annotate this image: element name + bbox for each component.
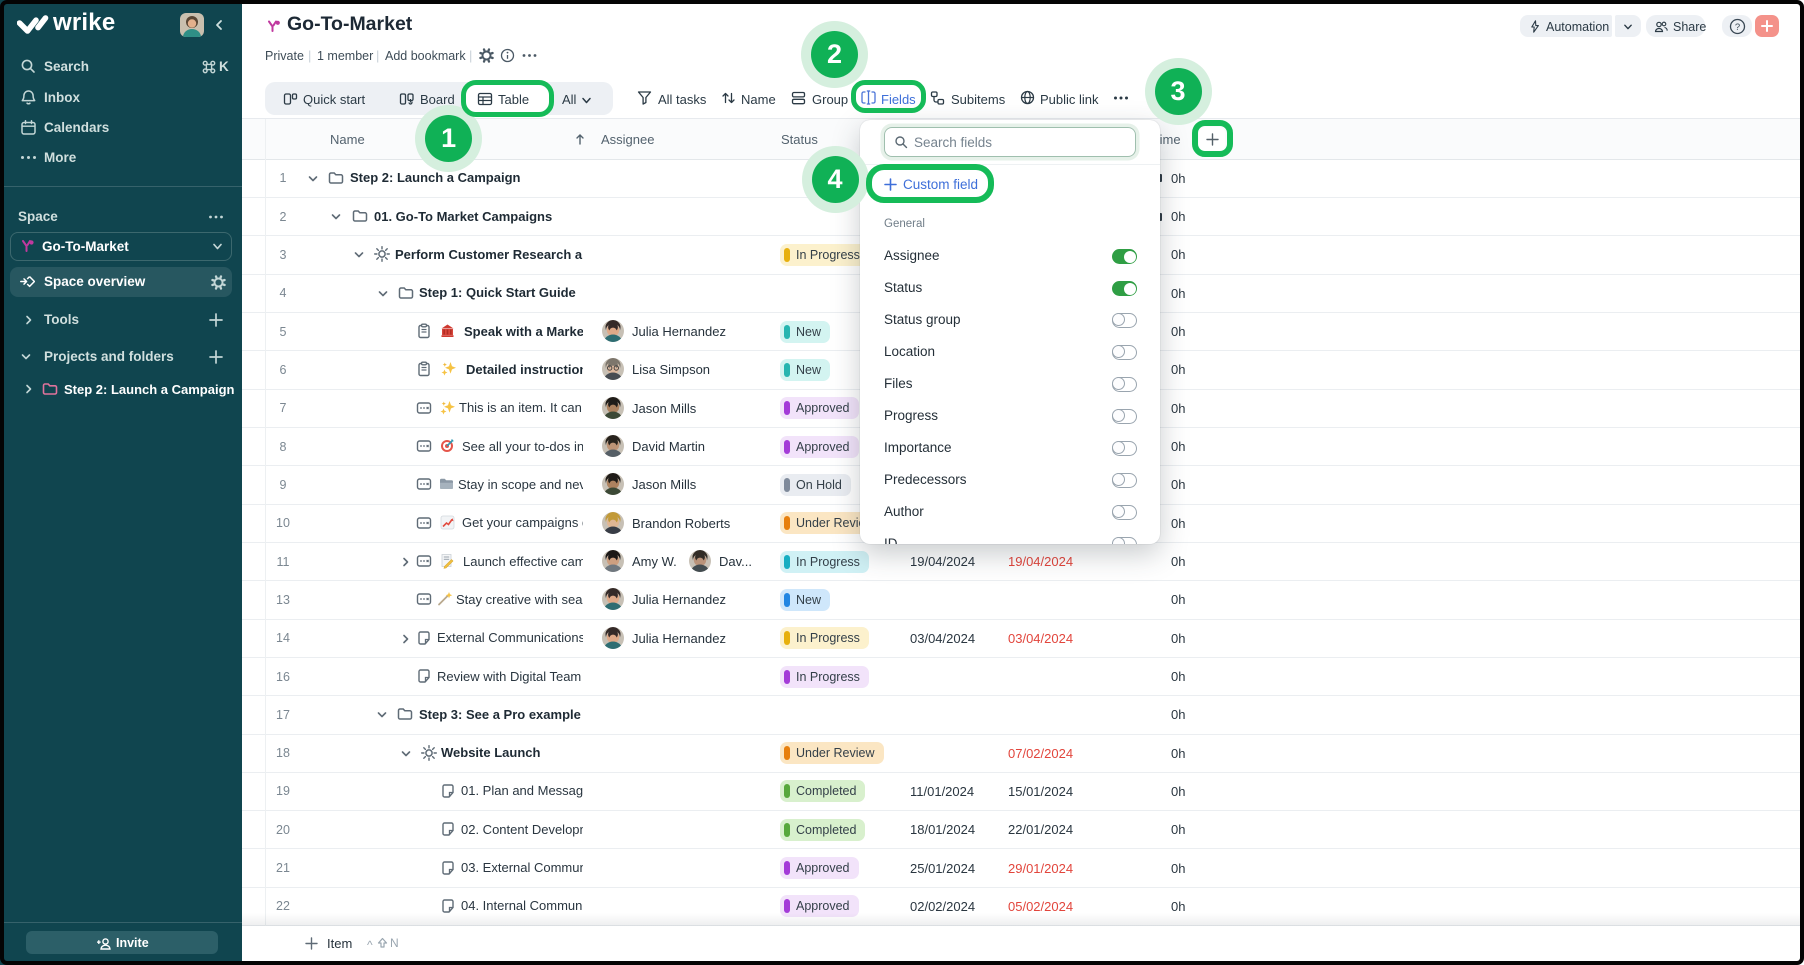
svg-text:?: ? [1735,22,1740,33]
